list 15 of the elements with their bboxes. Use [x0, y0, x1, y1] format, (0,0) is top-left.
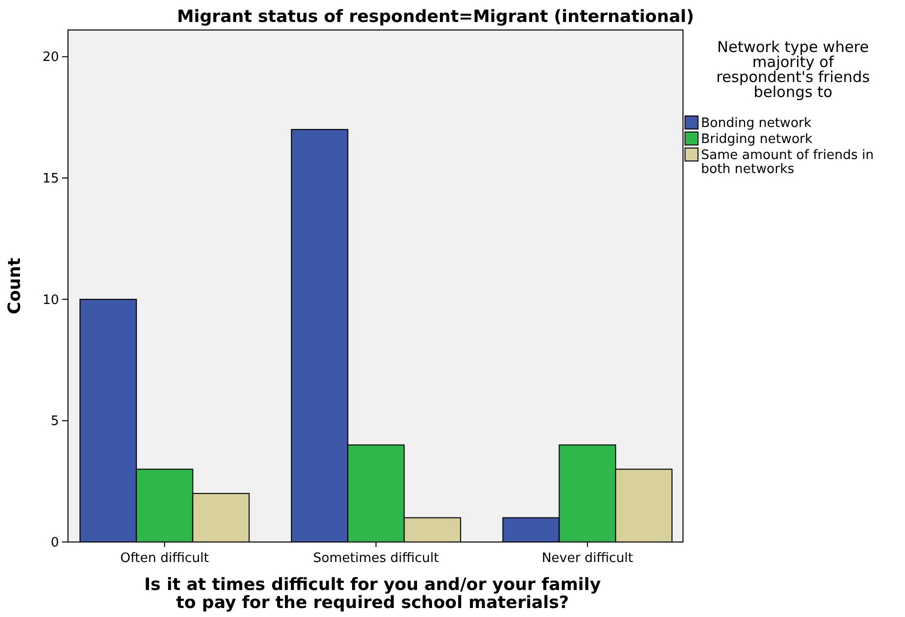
- x-axis-title: Is it at times difficult for you and/or your family to pay for the required school materials?: [144, 575, 601, 613]
- legend-label: Bridging network: [701, 132, 813, 147]
- legend-label: Bonding network: [701, 116, 812, 131]
- y-tick-label: 0: [50, 536, 59, 551]
- y-tick-label: 20: [42, 50, 59, 66]
- chart-title: Migrant status of respondent=Migrant (international): [176, 7, 694, 27]
- x-tick-label: Sometimes difficult: [313, 551, 439, 566]
- legend-title: Network type where majority of respondent's friends belongs to: [716, 38, 870, 101]
- x-tick-label: Often difficult: [120, 551, 209, 566]
- x-tick-label: Never difficult: [542, 551, 634, 566]
- y-axis-title: Count: [5, 258, 25, 314]
- y-tick-label: 15: [42, 172, 59, 187]
- y-tick-label: 5: [50, 414, 59, 430]
- y-tick-label: 10: [42, 292, 59, 308]
- legend-label: Same amount of friends in both networks: [701, 148, 874, 177]
